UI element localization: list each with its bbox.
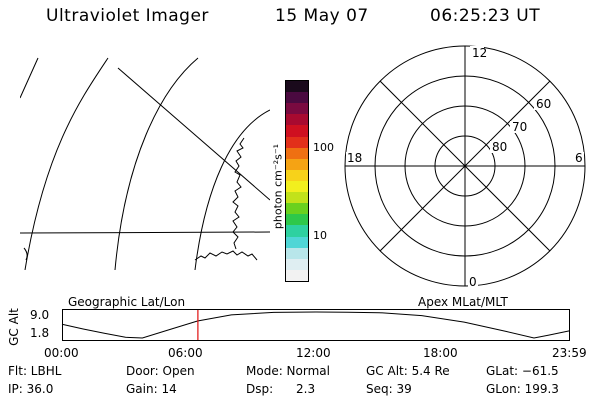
colorbar-swatch	[286, 181, 308, 193]
altitude-chart	[61, 309, 570, 341]
mlat-label-70: 70	[512, 120, 527, 134]
date-label: 15 May 07	[275, 6, 369, 26]
status-flt: Flt: LBHL	[8, 364, 62, 378]
status-dsp-label: Dsp:	[246, 382, 274, 396]
colorbar-swatch	[286, 92, 308, 104]
mlat-label-80: 80	[492, 140, 507, 154]
colorbar-swatch	[286, 169, 308, 182]
colorbar-swatch	[286, 158, 308, 170]
colorbar-tick-10: 10	[313, 229, 327, 242]
geographic-caption: Geographic Lat/Lon	[68, 295, 186, 309]
gc-alt-axis-title: GC Alt	[7, 308, 21, 346]
colorbar-swatch	[286, 81, 308, 93]
colorbar-swatch	[286, 214, 308, 226]
mlt-label-12: 12	[472, 46, 487, 60]
colorbar-swatch	[286, 147, 308, 159]
x-tick-1800: 18:00	[423, 346, 458, 360]
colorbar-swatch	[286, 125, 308, 137]
colorbar-swatch	[286, 136, 308, 148]
color-scale-bar	[285, 80, 309, 282]
geographic-map	[20, 57, 270, 270]
status-mode: Mode: Normal	[246, 364, 330, 378]
x-tick-2359: 23:59	[552, 346, 587, 360]
x-tick-1200: 12:00	[296, 346, 331, 360]
colorbar-swatch	[286, 203, 308, 215]
colorbar-tick-100: 100	[313, 141, 334, 154]
x-tick-0000: 00:00	[44, 346, 79, 360]
polar-diagonal-b	[379, 80, 551, 252]
status-gain: Gain: 14	[126, 382, 177, 396]
apex-caption: Apex MLat/MLT	[418, 295, 508, 309]
status-door: Door: Open	[126, 364, 195, 378]
status-dsp-value: 2.3	[296, 382, 316, 396]
colorbar-swatch	[286, 269, 308, 281]
status-glat: GLat: −61.5	[486, 364, 559, 378]
colorbar-unit-label: photon cm⁻²s⁻¹	[271, 143, 285, 230]
colorbar-swatch	[286, 103, 308, 115]
colorbar-swatch	[286, 258, 308, 270]
mlt-label-18: 18	[347, 151, 362, 165]
time-label: 06:25:23 UT	[430, 6, 541, 26]
status-gc-alt: GC Alt: 5.4 Re	[366, 364, 450, 378]
status-ip: IP: 36.0	[8, 382, 54, 396]
mlat-label-60: 60	[536, 97, 551, 111]
colorbar-swatch	[286, 236, 308, 248]
y-tick-1-8: 1.8	[30, 326, 50, 340]
colorbar-swatch	[286, 192, 308, 204]
mlt-label-0: 0	[469, 275, 477, 289]
window-title: Ultraviolet Imager	[46, 6, 209, 26]
status-glon: GLon: 199.3	[486, 382, 559, 396]
colorbar-swatch	[286, 114, 308, 126]
status-seq: Seq: 39	[366, 382, 412, 396]
mlt-label-6: 6	[575, 151, 583, 165]
colorbar-swatch	[286, 247, 308, 259]
polar-plot: 12 0 18 6 60 70 80	[344, 45, 586, 289]
altitude-chart-frame	[62, 309, 570, 341]
colorbar-swatch	[286, 225, 308, 237]
y-tick-9: 9.0	[30, 308, 50, 322]
x-tick-0600: 06:00	[168, 346, 203, 360]
altitude-series-line	[61, 311, 570, 339]
